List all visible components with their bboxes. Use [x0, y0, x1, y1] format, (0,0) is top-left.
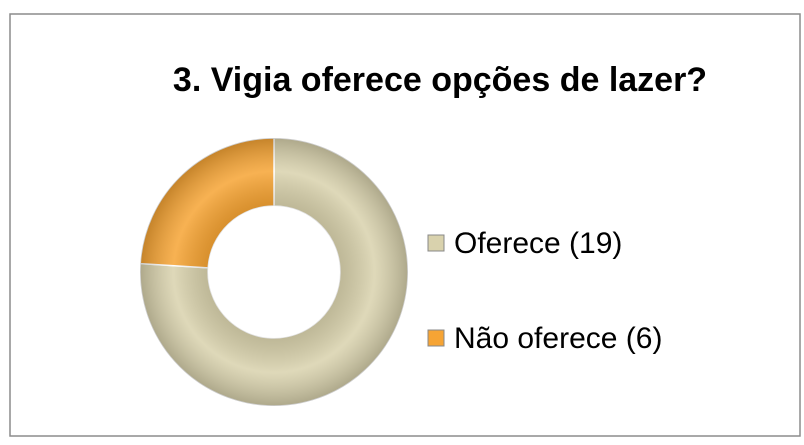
chart-title: 3. Vigia oferece opções de lazer?	[173, 61, 707, 99]
legend-label: Oferece (19)	[454, 227, 622, 260]
chart-frame	[9, 13, 801, 437]
legend-label: Não oferece (6)	[454, 322, 662, 355]
doughnut-shading	[139, 137, 408, 407]
legend-swatch	[427, 234, 445, 252]
legend-swatch	[427, 329, 445, 347]
